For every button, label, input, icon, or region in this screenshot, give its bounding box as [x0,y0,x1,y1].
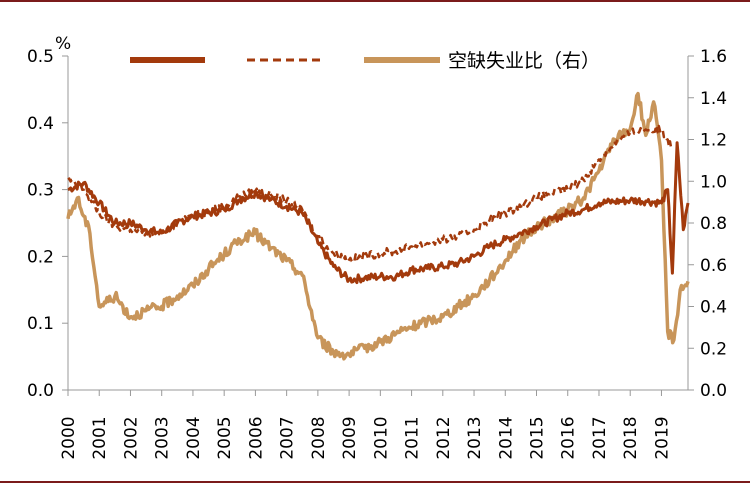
left-tick-label: 0.0 [27,381,54,401]
right-tick-label: 1.4 [700,89,727,109]
right-tick-label: 1.0 [700,172,727,192]
series-line-solid [67,141,690,285]
x-tick-label: 2002 [121,416,141,459]
right-tick-label: 0.0 [700,381,727,401]
legend: 空缺失业比（右） [130,50,600,72]
x-tick-label: 2010 [371,416,391,459]
x-tick-label: 2009 [340,416,360,459]
x-tick-label: 2004 [184,416,204,459]
right-tick-label: 1.6 [700,47,727,67]
x-tick-label: 2018 [621,416,641,459]
x-tick-label: 2015 [528,416,548,459]
right-tick-label: 0.6 [700,256,727,276]
left-tick-label: 0.3 [27,181,54,201]
series-line-dashed [67,124,674,264]
right-tick-label: 1.2 [700,131,727,151]
x-tick-label: 2007 [278,416,298,459]
right-axis: 0.0 0.2 0.4 0.6 0.8 1.0 1.2 1.4 1.6 [687,47,727,401]
right-tick-label: 0.2 [700,339,727,359]
x-axis: 2000 2001 2002 2003 2004 2005 2006 2007 2008 2009… [59,389,688,460]
left-tick-label: 0.2 [27,247,54,267]
series-line-ratio [66,91,690,361]
x-tick-label: 2005 [215,416,235,459]
left-tick-label: 0.1 [27,314,54,334]
x-tick-label: 2003 [153,416,173,459]
x-tick-label: 2006 [246,416,266,459]
x-tick-label: 2008 [309,416,329,459]
x-tick-label: 2019 [652,416,672,459]
x-tick-label: 2013 [465,416,485,459]
x-tick-label: 2016 [559,416,579,459]
x-tick-label: 2017 [590,416,610,459]
left-axis: 0.0 0.1 0.2 0.3 0.4 0.5 [27,47,69,401]
series-lines [66,91,690,361]
left-tick-label: 0.4 [27,114,54,134]
x-tick-label: 2011 [403,416,423,459]
x-tick-label: 2014 [496,416,516,459]
x-tick-label: 2012 [434,416,454,459]
left-axis-unit: % [55,34,71,54]
left-tick-label: 0.5 [27,47,54,67]
x-tick-label: 2000 [59,416,79,459]
right-tick-label: 0.4 [700,298,727,318]
legend-label-ratio: 空缺失业比（右） [448,50,600,72]
right-tick-label: 0.8 [700,214,727,234]
x-tick-label: 2001 [90,416,110,459]
